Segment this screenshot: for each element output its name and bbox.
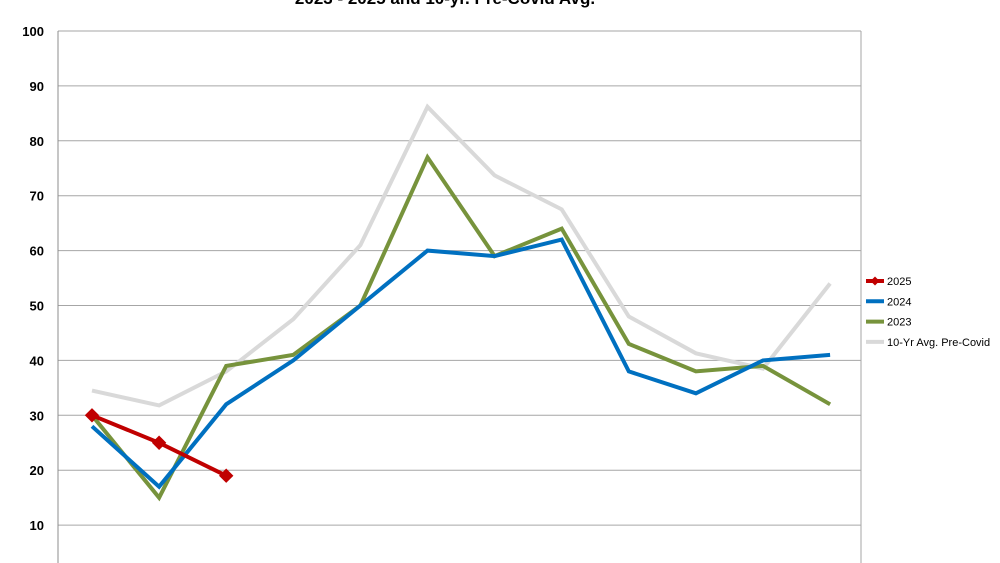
series-line-2024	[90, 237, 831, 490]
series-line-2023	[90, 153, 832, 502]
series-lines	[84, 103, 832, 502]
series-line-10-yr-avg-pre-covid	[91, 103, 832, 408]
legend-label: 2024	[887, 296, 911, 308]
y-tick-label: 60	[30, 244, 44, 259]
data-point-marker	[151, 435, 167, 450]
data-point-marker	[84, 408, 100, 423]
y-tick-label: 30	[30, 408, 44, 423]
y-tick-label: 100	[22, 24, 44, 39]
legend-label: 2023	[887, 317, 911, 329]
legend-label: 10-Yr Avg. Pre-Covid	[887, 337, 990, 349]
gridlines	[58, 30, 862, 563]
y-tick-label: 40	[30, 353, 44, 368]
legend-marker	[870, 276, 880, 286]
legend-label: 2025	[887, 276, 911, 288]
y-tick-label: 50	[30, 299, 44, 314]
y-tick-label: 70	[30, 189, 44, 204]
y-tick-label: 10	[30, 518, 44, 533]
y-tick-label: 20	[30, 463, 44, 478]
y-axis-ticks: 100 90 80 70 60 50 40 30 20 10	[22, 24, 44, 533]
chart-title: 2023 - 2025 and 10-yr. Pre-Covid Avg.	[295, 0, 595, 8]
data-point-marker	[218, 468, 234, 483]
legend: 2025 2024 2023 10-Yr Avg. Pre-Covid	[866, 276, 990, 349]
y-tick-label: 80	[30, 134, 44, 149]
y-tick-label: 90	[30, 79, 44, 94]
